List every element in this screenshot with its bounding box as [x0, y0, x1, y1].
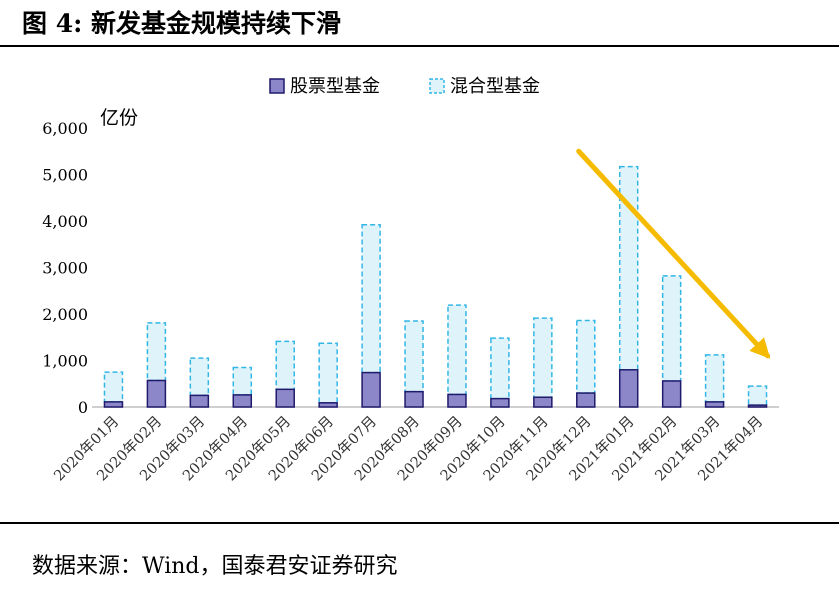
- bar-mixed: [275, 340, 295, 391]
- bar-mixed: [361, 223, 381, 374]
- bar-stock: [404, 390, 424, 408]
- y-tick-label: 2,000: [42, 305, 88, 324]
- bar-mixed: [747, 385, 768, 406]
- trend-arrow: [576, 148, 771, 359]
- bar-stock: [490, 397, 510, 408]
- bar-stock: [576, 392, 596, 408]
- y-axis: 0 1,000 2,000 3,000 4,000 5,000 6,000: [42, 119, 88, 417]
- legend-label-stock: 股票型基金: [290, 76, 380, 97]
- bar-stock: [318, 402, 338, 408]
- bar-stock: [747, 404, 768, 408]
- bar-stock: [704, 401, 725, 408]
- bar-stock: [361, 371, 381, 408]
- bar-stock: [189, 394, 210, 408]
- bar-mixed: [661, 275, 682, 382]
- y-axis-unit-label: 亿份: [100, 107, 138, 129]
- bar-mixed: [404, 320, 424, 393]
- legend-label-mixed: 混合型基金: [450, 76, 540, 97]
- source-note: 数据来源：Wind，国泰君安证券研究: [32, 554, 398, 579]
- bar-stock: [146, 379, 167, 408]
- figure-title: 图 4: 新发基金规模持续下滑: [22, 9, 342, 38]
- bar-stock: [533, 396, 553, 408]
- bar-mixed: [576, 319, 596, 394]
- bar-mixed: [533, 317, 553, 398]
- source-rule: [0, 522, 839, 524]
- y-tick-label: 1,000: [42, 352, 88, 371]
- bar-stock: [447, 393, 467, 408]
- legend: 股票型基金 混合型基金: [269, 76, 540, 97]
- bar-stock: [232, 394, 253, 408]
- title-rule: [0, 45, 839, 47]
- bar-stock: [275, 388, 295, 408]
- y-tick-label: 5,000: [42, 166, 88, 185]
- bar-mixed: [103, 371, 124, 403]
- bars: [103, 165, 768, 408]
- bar-mixed: [618, 165, 639, 371]
- y-tick-label: 6,000: [42, 119, 88, 138]
- legend-swatch-stock: [269, 78, 285, 94]
- y-tick-label: 4,000: [42, 212, 88, 231]
- x-axis: 2020年01月2020年02月2020年03月2020年04月2020年05月…: [51, 413, 767, 485]
- bar-mixed: [232, 366, 253, 396]
- legend-swatch-mixed: [429, 78, 445, 94]
- bar-stock: [618, 369, 639, 408]
- bar-mixed: [146, 322, 167, 382]
- bar-mixed: [447, 304, 467, 396]
- bar-stock: [103, 401, 124, 408]
- bar-mixed: [490, 337, 510, 400]
- y-tick-label: 3,000: [42, 259, 88, 278]
- bar-mixed: [704, 354, 725, 403]
- y-tick-label: 0: [78, 398, 88, 417]
- bar-mixed: [318, 342, 338, 404]
- bar-stock: [661, 380, 682, 408]
- bar-mixed: [189, 357, 210, 397]
